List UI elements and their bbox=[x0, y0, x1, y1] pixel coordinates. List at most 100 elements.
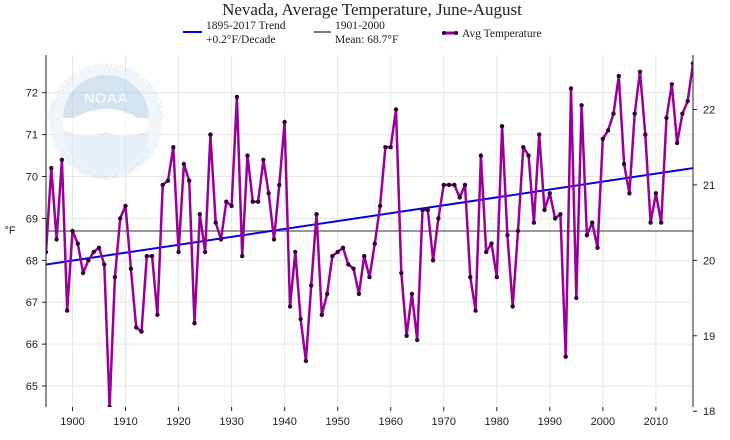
data-point bbox=[245, 153, 250, 158]
data-point bbox=[605, 128, 611, 133]
data-point bbox=[144, 253, 149, 259]
data-point bbox=[96, 245, 102, 250]
data-point bbox=[255, 199, 261, 204]
legend-mean-label: 1901-2000 bbox=[335, 20, 385, 32]
data-point bbox=[436, 216, 441, 221]
y-tick-label: 72 bbox=[26, 88, 38, 100]
data-point bbox=[388, 145, 393, 150]
legend: 1895-2017 Trend +0.2°F/Decade 1901-2000 … bbox=[183, 20, 542, 46]
data-point bbox=[563, 354, 568, 359]
data-point bbox=[80, 270, 86, 276]
data-point bbox=[330, 253, 335, 259]
data-point bbox=[250, 199, 255, 204]
data-point bbox=[637, 69, 643, 75]
y-axis-label: °F bbox=[4, 225, 15, 237]
x-tick-label: 1900 bbox=[60, 416, 84, 428]
data-point bbox=[70, 228, 75, 234]
data-point bbox=[59, 157, 65, 162]
data-point bbox=[473, 308, 478, 313]
data-point bbox=[128, 266, 134, 271]
data-point bbox=[579, 103, 584, 108]
data-point bbox=[680, 111, 685, 116]
data-point bbox=[462, 182, 468, 188]
data-point bbox=[234, 94, 240, 100]
data-point bbox=[515, 228, 521, 234]
y-tick-label: 66 bbox=[26, 339, 38, 351]
y-tick-label: 65 bbox=[26, 381, 38, 393]
data-point bbox=[155, 312, 160, 317]
data-point bbox=[685, 98, 690, 104]
data-point bbox=[367, 274, 372, 280]
legend-avg-swatch bbox=[442, 31, 458, 35]
x-tick-label: 1970 bbox=[432, 416, 456, 428]
data-point bbox=[54, 237, 59, 242]
data-point bbox=[346, 262, 351, 267]
plot-area: NOAA NATIONAL OCEANIC AND ATMOSPHERIC AD… bbox=[0, 0, 715, 428]
data-point bbox=[65, 308, 70, 313]
y2-tick-label: 22 bbox=[703, 104, 715, 116]
data-point bbox=[314, 212, 319, 217]
data-point bbox=[468, 274, 473, 280]
data-point bbox=[584, 233, 590, 238]
data-point bbox=[664, 115, 669, 121]
data-point bbox=[521, 145, 526, 150]
data-point bbox=[409, 291, 415, 297]
y-tick-label: 68 bbox=[26, 255, 38, 267]
data-point bbox=[399, 270, 404, 276]
data-point bbox=[309, 283, 314, 288]
data-point bbox=[627, 191, 632, 196]
y2-tick-label: 18 bbox=[703, 406, 715, 418]
data-point bbox=[420, 207, 425, 213]
data-point bbox=[176, 249, 181, 255]
data-point bbox=[229, 203, 234, 209]
data-point bbox=[208, 132, 213, 137]
data-point bbox=[218, 237, 224, 242]
data-point bbox=[499, 124, 505, 129]
data-point bbox=[224, 199, 229, 204]
data-point bbox=[621, 161, 627, 167]
data-point bbox=[415, 337, 420, 343]
x-tick-label: 1950 bbox=[325, 416, 349, 428]
data-points bbox=[46, 61, 693, 407]
data-point bbox=[537, 132, 542, 137]
data-point bbox=[393, 107, 399, 112]
data-point bbox=[494, 274, 499, 280]
data-point bbox=[134, 325, 139, 330]
data-point bbox=[542, 207, 547, 213]
x-tick-label: 1930 bbox=[219, 416, 243, 428]
y2-tick-label: 19 bbox=[703, 331, 715, 343]
data-point bbox=[404, 333, 409, 338]
data-point bbox=[372, 241, 377, 246]
axis-ticks: 1900 1910 1920 1930 1940 1950 1960 1970 1980 1990… bbox=[26, 88, 716, 428]
data-point bbox=[505, 233, 510, 238]
data-point bbox=[149, 253, 155, 259]
data-point bbox=[595, 245, 600, 250]
data-point bbox=[659, 220, 664, 225]
data-point bbox=[552, 216, 558, 221]
chart-title: Nevada, Average Temperature, June-August bbox=[222, 0, 522, 19]
x-tick-label: 1980 bbox=[485, 416, 509, 428]
data-point bbox=[107, 404, 112, 407]
data-point bbox=[484, 249, 489, 255]
noaa-logo-watermark: NOAA NATIONAL OCEANIC AND ATMOSPHERIC AD… bbox=[0, 0, 165, 180]
data-point bbox=[632, 111, 637, 116]
data-point bbox=[271, 237, 277, 242]
x-tick-label: 1960 bbox=[378, 416, 402, 428]
data-point bbox=[213, 220, 218, 225]
data-point bbox=[690, 61, 693, 66]
data-point bbox=[160, 182, 165, 188]
x-tick-label: 1910 bbox=[113, 416, 137, 428]
data-point bbox=[123, 203, 128, 209]
data-point bbox=[383, 145, 388, 150]
data-point bbox=[531, 220, 537, 225]
data-point bbox=[510, 304, 515, 309]
noaa-logo-text: NOAA bbox=[84, 90, 128, 107]
data-point bbox=[165, 178, 171, 183]
legend-trend-rate: +0.2°F/Decade bbox=[206, 34, 276, 46]
data-point bbox=[362, 253, 367, 259]
data-point bbox=[377, 203, 383, 209]
data-point bbox=[446, 182, 452, 188]
y-tick-label: 67 bbox=[26, 297, 38, 309]
x-tick-label: 1990 bbox=[538, 416, 562, 428]
legend-trend-label: 1895-2017 Trend bbox=[206, 20, 286, 32]
